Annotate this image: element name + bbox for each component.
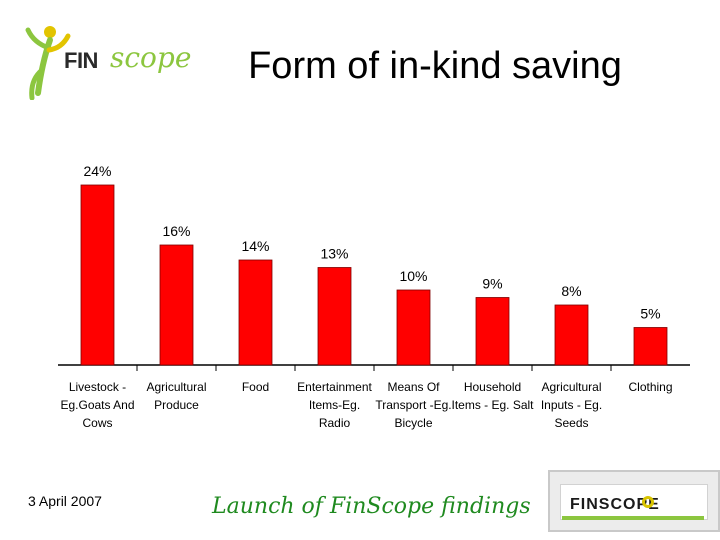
logo-fin-text: FIN [64,48,98,73]
data-label: 5% [640,306,660,322]
slide-title: Form of in-kind saving [248,45,622,87]
x-tick-label: Inputs - Eg. [541,398,602,412]
footer-date: 3 April 2007 [28,493,102,509]
bar [159,244,194,366]
data-label: 9% [482,276,502,292]
bar [317,267,352,366]
bar [554,304,589,366]
x-tick-label: Means Of [387,380,440,394]
x-tick-label: Cows [82,416,112,430]
x-tick-label: Agricultural [541,380,601,394]
bar-chart: 24% Livestock - Eg.Goats And Cows 16% Agricul… [58,163,690,430]
footer-launch-text: Launch of FinScope findings [212,494,531,519]
x-tick-label: Items-Eg. [309,398,360,412]
x-tick-label: Radio [319,416,351,430]
footer-logo-stripe [562,516,704,520]
bar [396,289,431,366]
x-tick-label: Livestock - [69,380,126,394]
x-tick-label: Items - Eg. Salt [451,398,534,412]
x-tick-label: Entertainment [297,380,372,394]
x-tick-label: Transport -Eg. [375,398,451,412]
data-label: 10% [399,268,427,284]
x-tick-label: Agricultural [146,380,206,394]
data-label: 24% [83,163,111,179]
bar [80,184,115,366]
x-tick-label: Produce [154,398,199,412]
x-tick-label: Bicycle [394,416,432,430]
logo-scope-text: scope [110,41,192,74]
bar [238,259,273,366]
x-tick-label: Clothing [628,380,672,394]
x-tick-label: Household [464,380,521,394]
finscope-logo: FIN scope [22,18,191,101]
footer-logo-text: FINSCOPE [570,496,660,513]
finscope-footer-logo: FINSCOPE [548,470,720,532]
footer-logo-ring-icon [642,496,654,508]
data-label: 8% [561,283,581,299]
x-tick-label: Seeds [554,416,588,430]
finscope-figure-icon [25,26,71,101]
bar [475,297,510,366]
bar [633,327,668,366]
x-tick-label: Food [242,380,269,394]
data-label: 16% [162,223,190,239]
data-label: 13% [320,246,348,262]
x-tick-label: Eg.Goats And [60,398,134,412]
data-label: 14% [241,238,269,254]
